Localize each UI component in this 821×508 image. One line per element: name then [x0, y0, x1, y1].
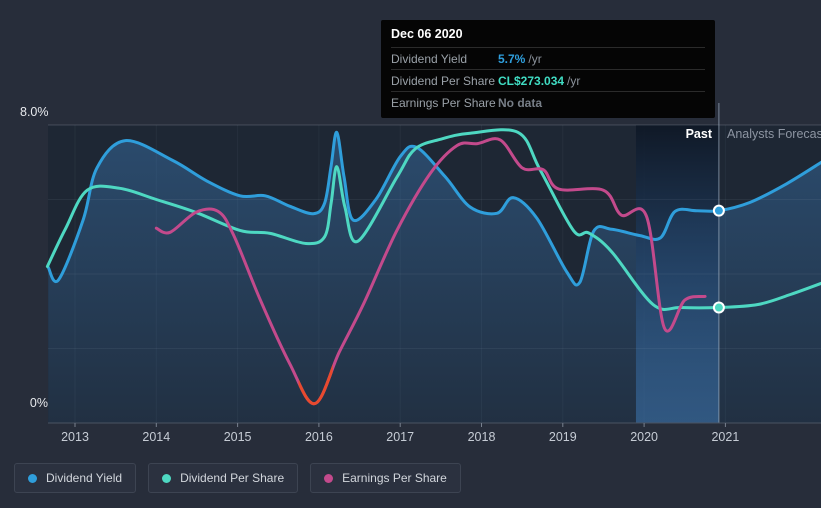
tooltip-row-label: Dividend Yield [391, 51, 468, 66]
forecast-region-label: Analysts Forecast [727, 127, 821, 141]
series-line-earnings-per-share [154, 137, 707, 406]
tooltip: Dec 06 2020 Dividend Yield 5.7% /yr Divi… [381, 20, 715, 118]
tooltip-row: Earnings Per Share No data [391, 91, 705, 113]
tooltip-row-value: No data [498, 95, 543, 110]
axis-tick-label: 2016 [305, 430, 333, 444]
y-axis-label-bottom: 0% [29, 396, 48, 410]
past-highlight-band [635, 125, 719, 423]
tooltip-row-suffix: /yr [567, 73, 581, 88]
past-region-label: Past [685, 127, 712, 141]
legend-item-dividend-per-share[interactable]: Dividend Per Share [148, 463, 299, 493]
tooltip-row: Dividend Per Share CL$273.034 /yr [391, 69, 705, 91]
legend-item-dividend-yield[interactable]: Dividend Yield [14, 463, 137, 493]
tooltip-date: Dec 06 2020 [391, 27, 463, 41]
axis-tick-label: 2014 [142, 430, 170, 444]
tooltip-row-value: CL$273.034 [498, 73, 565, 88]
axis-tick-label: 2018 [468, 430, 496, 444]
axis-tick-label: 2013 [61, 430, 89, 444]
legend-swatch-earnings-per-share-icon [324, 473, 334, 483]
axis-tick-label: 2017 [386, 430, 414, 444]
legend-item-label: Dividend Per Share [180, 471, 285, 485]
tooltip-row-value: 5.7% [498, 51, 526, 66]
legend-item-label: Dividend Yield [46, 471, 123, 485]
marker-dividend-yield[interactable] [712, 204, 725, 217]
tooltip-row-suffix: /yr [528, 51, 542, 66]
tooltip-row-label: Dividend Per Share [391, 73, 496, 88]
legend-swatch-dividend-per-share-icon [162, 473, 172, 483]
legend-item-label: Earnings Per Share [342, 471, 447, 485]
legend-swatch-dividend-yield-icon [28, 473, 37, 483]
axis-tick-label: 2015 [224, 430, 252, 444]
legend-item-earnings-per-share[interactable]: Earnings Per Share [310, 463, 461, 493]
legend: Dividend Yield Dividend Per Share Earnin… [14, 463, 461, 493]
axis-tick-label: 2021 [711, 430, 739, 444]
tooltip-row-label: Earnings Per Share [391, 95, 496, 110]
series-area-dividend-yield [48, 132, 821, 423]
series-line-dividend-yield [46, 130, 821, 287]
marker-dividend-per-share[interactable] [712, 301, 725, 314]
tooltip-row: Dividend Yield 5.7% /yr [391, 47, 705, 69]
axis-tick-label: 2019 [549, 430, 577, 444]
axis-tick-label: 2020 [630, 430, 658, 444]
y-axis-label-top: 8.0% [20, 105, 49, 119]
